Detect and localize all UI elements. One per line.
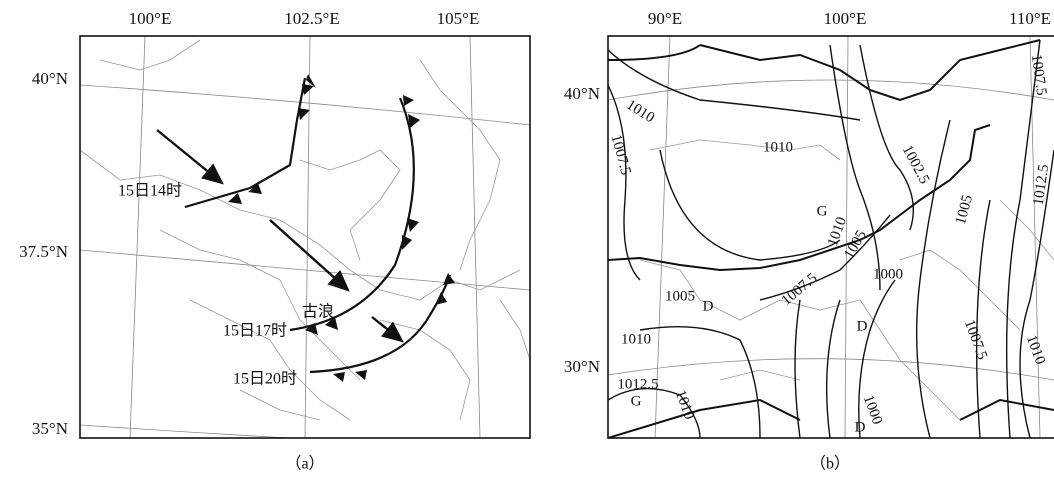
isobar-label: 1010 xyxy=(621,331,651,347)
isobar-label: 1005 xyxy=(953,193,976,226)
lat-label: 40°N xyxy=(564,84,600,103)
isobar-label: 1012.5 xyxy=(617,376,658,392)
lat-label: 35°N xyxy=(32,419,68,438)
annotation: 15日14时 xyxy=(118,182,182,200)
lon-label: 90°E xyxy=(648,9,682,28)
lon-label: 105°E xyxy=(437,9,480,28)
isobar-label: 1010 xyxy=(1023,333,1048,367)
pressure-center: G xyxy=(631,393,642,409)
isobar-label: 1005 xyxy=(665,288,695,304)
pressure-center: D xyxy=(703,298,714,314)
isobar-label: 1002.5 xyxy=(899,143,932,187)
annotation: 15日17时 xyxy=(223,322,287,340)
lat-label: 40°N xyxy=(32,69,68,88)
caption: （b） xyxy=(810,455,850,473)
caption: （a） xyxy=(285,455,324,473)
annotation: 15日20时 xyxy=(233,370,297,388)
lat-label: 30°N xyxy=(564,357,600,376)
pressure-center: D xyxy=(857,318,868,334)
lon-label: 102.5°E xyxy=(284,9,339,28)
map-a xyxy=(80,36,530,450)
pressure-center: D xyxy=(855,419,866,435)
lon-label: 100°E xyxy=(129,9,172,28)
figure: 100°E 102.5°E 105°E 40°N 37.5°N 35°N 15日14时 15日… xyxy=(0,0,1054,479)
pressure-center: G xyxy=(817,203,828,219)
isobar-label: 1012.5 xyxy=(1031,163,1053,206)
isobar-label: 1007.5 xyxy=(607,133,633,177)
isobar-label: 1000 xyxy=(873,266,903,282)
isobar-label: 1010 xyxy=(763,139,793,155)
lon-label: 110°E xyxy=(1009,9,1051,28)
lon-label: 100°E xyxy=(824,9,867,28)
isobar-label: 1007.5 xyxy=(961,318,990,362)
lat-label: 37.5°N xyxy=(19,242,68,261)
frame xyxy=(80,36,530,438)
annotation: 古浪 xyxy=(302,303,334,321)
panel-a xyxy=(80,36,530,450)
isobar-label: 1010 xyxy=(623,97,657,126)
